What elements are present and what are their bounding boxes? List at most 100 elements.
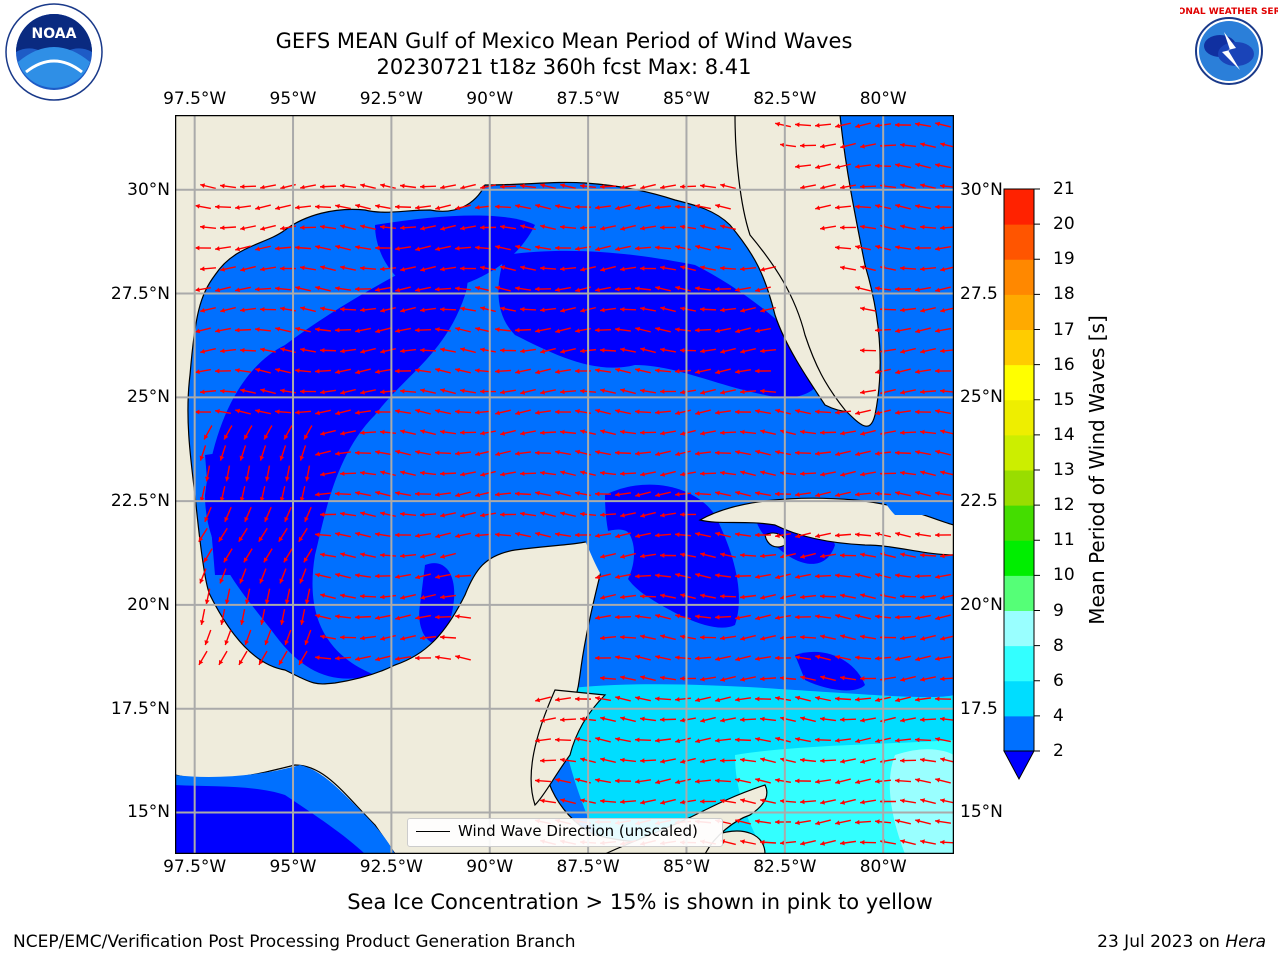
wind-vector-head (435, 574, 440, 580)
wind-vector-head (315, 285, 321, 291)
wind-vector-head (535, 328, 540, 334)
wind-vector-head (495, 492, 500, 497)
wind-vector-head (355, 410, 360, 415)
wind-vector-head (375, 203, 380, 209)
wind-vector-head (475, 492, 481, 498)
wind-vector-head (775, 615, 780, 621)
wind-vector-head (535, 450, 540, 456)
wind-vector-head (860, 143, 865, 149)
wind-vector-head (895, 410, 900, 415)
wind-vector-head (260, 184, 265, 190)
wind-vector-head (895, 286, 900, 292)
wind-vector-head (495, 451, 501, 457)
wind-vector-head (255, 246, 261, 252)
wind-vector-head (304, 640, 310, 646)
wind-vector-head (895, 738, 900, 743)
wind-vector-head (795, 695, 801, 701)
wind-vector-head (635, 409, 640, 415)
wind-vector-head (595, 246, 601, 252)
wind-vector-head (360, 389, 365, 395)
wind-vector-head (520, 306, 525, 312)
lat-tick-right: 20°N (960, 594, 1003, 615)
wind-vector-head (355, 573, 360, 578)
wind-vector-head (735, 737, 740, 743)
wind-vector-head (655, 326, 661, 332)
wind-vector-head (715, 410, 720, 415)
wind-vector-head (420, 595, 426, 600)
wind-vector-head (420, 470, 425, 476)
wind-vector-head (620, 388, 626, 393)
wind-vector-head (455, 326, 461, 332)
wind-vector-head (360, 307, 365, 313)
wind-vector-head (835, 245, 840, 251)
wind-vector-head (935, 574, 940, 580)
wind-vector-head (755, 696, 760, 702)
wind-vector-head (400, 594, 406, 600)
wind-vector-head (284, 599, 290, 605)
wind-vector-head (875, 123, 880, 128)
wind-vector-head (300, 265, 305, 271)
wind-vector-head (695, 778, 700, 784)
wind-vector-head (600, 595, 606, 600)
wind-vector-head (835, 204, 840, 210)
wind-vector-head (600, 470, 605, 476)
wind-vector-head (860, 717, 865, 723)
wind-vector-head (940, 348, 945, 354)
wind-vector-head (360, 593, 365, 599)
wind-vector-head (640, 430, 645, 435)
wind-vector-head (915, 287, 920, 293)
wind-vector-head (335, 369, 340, 375)
wind-vector-head (820, 553, 825, 559)
wind-vector-head (775, 819, 780, 825)
wind-vector-head (620, 471, 625, 477)
wind-vector-head (480, 184, 485, 190)
wind-vector-head (195, 287, 200, 292)
wind-vector-head (620, 634, 625, 640)
wind-vector-head (435, 533, 441, 539)
wind-vector-head (298, 659, 304, 665)
wind-vector-head (795, 408, 800, 414)
colorbar-tick-label: 21 (1053, 179, 1075, 199)
wind-vector-head (600, 635, 605, 641)
wind-vector-head (380, 224, 385, 230)
wind-vector-head (740, 266, 745, 272)
wind-vector-head (335, 491, 340, 497)
wind-vector-head (860, 840, 865, 845)
wind-vector-head (895, 818, 901, 824)
colorbar-tick-label: 12 (1053, 495, 1075, 516)
wind-vector-head (220, 266, 225, 272)
wind-vector-head (420, 429, 426, 434)
wind-vector-head (680, 552, 685, 558)
wind-vector-head (435, 492, 440, 497)
wind-vector-head (560, 183, 566, 188)
wind-vector-head (800, 716, 806, 721)
wind-vector-head (199, 620, 205, 625)
wind-vector-head (795, 574, 800, 580)
wind-vector-head (740, 552, 745, 558)
wind-vector-head (244, 516, 249, 522)
wind-vector-head (835, 613, 841, 619)
wind-vector-head (755, 656, 760, 661)
wind-vector-head (840, 634, 846, 639)
wind-vector-head (860, 799, 865, 805)
wind-vector-head (560, 798, 566, 803)
wind-vector-head (200, 266, 205, 272)
wind-vector-head (775, 121, 780, 127)
wind-vector-head (660, 758, 665, 764)
wind-vector-head (940, 635, 946, 641)
wind-vector-head (335, 531, 340, 537)
wind-vector-head (280, 266, 285, 271)
wind-vector-head (199, 578, 204, 584)
wind-vector-head (915, 656, 921, 662)
wind-vector-head (595, 778, 600, 783)
wind-vector-head (940, 266, 946, 272)
wind-vector-head (340, 390, 346, 395)
wind-vector-head (935, 819, 940, 824)
wind-vector-head (315, 327, 320, 332)
wind-vector-head (875, 614, 880, 619)
lon-tick-bottom: 90°W (466, 857, 514, 877)
wind-vector-head (240, 347, 245, 353)
lon-tick-top: 90°W (466, 89, 514, 109)
colorbar-segment (1004, 610, 1034, 647)
wind-vector-head (800, 757, 805, 763)
